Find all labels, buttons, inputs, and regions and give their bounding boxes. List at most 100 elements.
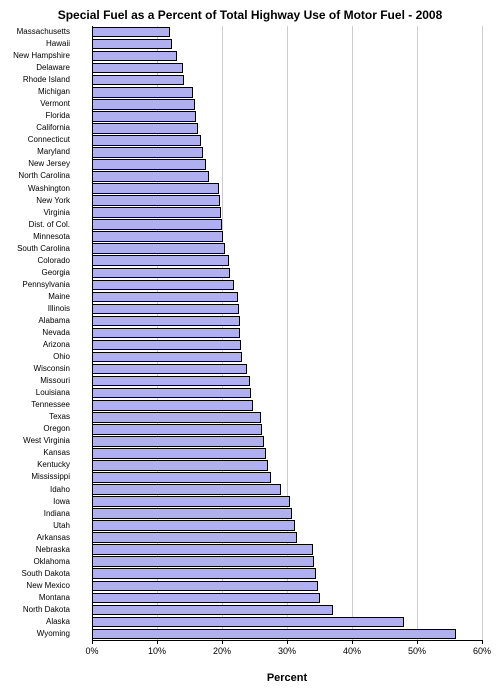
bar — [92, 340, 241, 351]
bar — [92, 593, 320, 604]
y-category-label: North Dakota — [0, 606, 70, 614]
y-category-label: California — [0, 124, 70, 132]
bar — [92, 268, 230, 279]
y-category-label: South Carolina — [0, 245, 70, 253]
bar — [92, 496, 290, 507]
x-tick-label: 0% — [72, 647, 112, 656]
bar — [92, 568, 316, 579]
y-category-label: Connecticut — [0, 136, 70, 144]
y-category-label: Alaska — [0, 618, 70, 626]
bar — [92, 219, 222, 230]
gridline — [352, 26, 353, 640]
bar — [92, 436, 264, 447]
y-category-label: Missouri — [0, 377, 70, 385]
y-category-label: Florida — [0, 112, 70, 120]
bar — [92, 520, 295, 531]
y-category-label: Nevada — [0, 329, 70, 337]
x-tick-label: 30% — [267, 647, 307, 656]
y-category-label: Minnesota — [0, 233, 70, 241]
bar — [92, 255, 229, 266]
y-category-label: Maine — [0, 293, 70, 301]
y-category-label: Massachusetts — [0, 28, 70, 36]
bar — [92, 629, 456, 640]
y-category-label: Hawaii — [0, 40, 70, 48]
chart-container: Special Fuel as a Percent of Total Highw… — [0, 0, 500, 692]
bar — [92, 472, 271, 483]
y-category-label: Mississippi — [0, 473, 70, 481]
y-category-label: Pennsylvania — [0, 281, 70, 289]
bar — [92, 617, 404, 628]
bar — [92, 99, 195, 110]
x-tick-label: 50% — [397, 647, 437, 656]
bar — [92, 51, 177, 62]
y-category-label: North Carolina — [0, 172, 70, 180]
y-category-label: Wyoming — [0, 630, 70, 638]
bar — [92, 231, 223, 242]
y-category-label: Illinois — [0, 305, 70, 313]
bar — [92, 304, 239, 315]
y-category-label: Kentucky — [0, 461, 70, 469]
x-tick — [417, 640, 418, 644]
y-category-label: New Mexico — [0, 582, 70, 590]
bar — [92, 63, 183, 74]
bar — [92, 159, 206, 170]
x-tick-label: 40% — [332, 647, 372, 656]
y-category-label: Alabama — [0, 317, 70, 325]
y-category-label: Washington — [0, 185, 70, 193]
y-category-label: New Hampshire — [0, 52, 70, 60]
y-category-label: Georgia — [0, 269, 70, 277]
x-tick — [352, 640, 353, 644]
bar — [92, 328, 240, 339]
bar — [92, 27, 170, 38]
bar — [92, 316, 240, 327]
y-category-label: Ohio — [0, 353, 70, 361]
bar — [92, 352, 242, 363]
bar — [92, 243, 225, 254]
y-category-label: Indiana — [0, 510, 70, 518]
y-category-label: New Jersey — [0, 160, 70, 168]
bar — [92, 183, 219, 194]
bar — [92, 556, 314, 567]
y-category-label: Montana — [0, 594, 70, 602]
y-category-label: Nebraska — [0, 546, 70, 554]
x-tick — [92, 640, 93, 644]
bar — [92, 111, 196, 122]
y-category-label: Arizona — [0, 341, 70, 349]
bar — [92, 484, 281, 495]
y-category-label: New York — [0, 197, 70, 205]
y-category-label: Virginia — [0, 209, 70, 217]
y-category-label: West Virginia — [0, 437, 70, 445]
x-tick — [157, 640, 158, 644]
bar — [92, 147, 203, 158]
bar — [92, 123, 198, 134]
bar — [92, 39, 172, 50]
bar — [92, 135, 201, 146]
bar — [92, 460, 268, 471]
gridline — [482, 26, 483, 640]
y-category-label: Kansas — [0, 449, 70, 457]
bar — [92, 364, 247, 375]
chart-title: Special Fuel as a Percent of Total Highw… — [0, 0, 500, 26]
bar — [92, 605, 333, 616]
bar — [92, 508, 292, 519]
bar — [92, 581, 318, 592]
bar — [92, 292, 238, 303]
y-category-label: Delaware — [0, 64, 70, 72]
bar — [92, 544, 313, 555]
y-category-label: Oregon — [0, 425, 70, 433]
bar — [92, 400, 253, 411]
bar — [92, 412, 261, 423]
bar — [92, 171, 209, 182]
y-category-label: Iowa — [0, 498, 70, 506]
x-tick — [482, 640, 483, 644]
y-category-label: Maryland — [0, 148, 70, 156]
x-tick-label: 20% — [202, 647, 242, 656]
y-axis — [92, 26, 93, 640]
y-category-label: Colorado — [0, 257, 70, 265]
plot-area: Massachusetts Hawaii New Hampshire Delaware… — [0, 26, 500, 668]
y-category-label: Vermont — [0, 100, 70, 108]
bar — [92, 75, 184, 86]
bar — [92, 87, 193, 98]
gridline — [417, 26, 418, 640]
x-axis-label: Percent — [92, 672, 482, 684]
